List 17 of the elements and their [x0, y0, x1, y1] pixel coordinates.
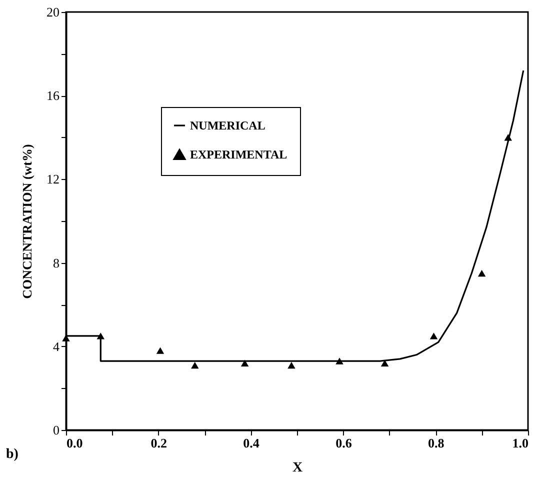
y-tick-label: 8	[53, 255, 60, 270]
legend-label: NUMERICAL	[190, 118, 266, 132]
x-axis-title: X	[292, 460, 303, 476]
y-tick-label: 12	[46, 172, 60, 187]
y-tick-label: 4	[53, 338, 60, 354]
x-tick-label: 0.2	[150, 436, 168, 450]
legend-label: EXPERIMENTAL	[190, 148, 288, 162]
y-axis-title: CONCENTRATION (wt%)	[20, 144, 34, 299]
y-tick-label: 16	[46, 88, 60, 104]
x-tick-label: 0.6	[336, 436, 352, 450]
x-tick-label: 0.4	[243, 436, 260, 450]
y-tick-label: 20	[46, 4, 60, 20]
x-tick-label: 0.0	[66, 436, 83, 450]
x-tick-label: 1.0	[512, 436, 528, 450]
y-tick-label: 0	[53, 422, 60, 438]
x-tick-label: 0.8	[428, 436, 445, 450]
text: b)	[6, 447, 19, 462]
